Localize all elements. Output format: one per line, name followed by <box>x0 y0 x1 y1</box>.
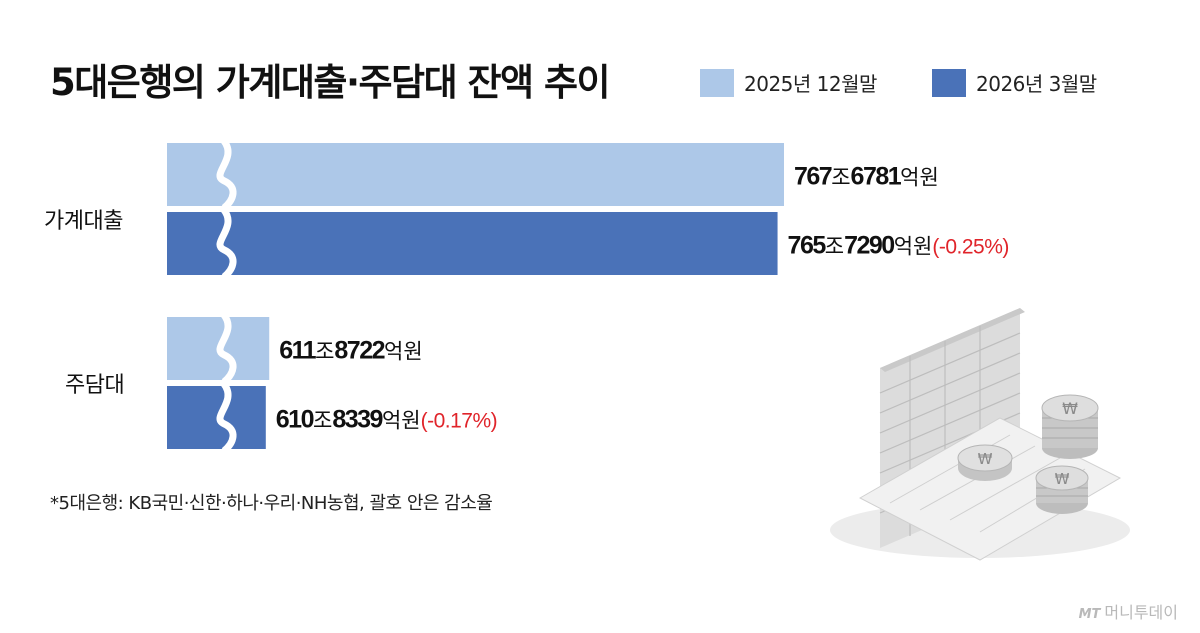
svg-text:₩: ₩ <box>978 450 993 468</box>
legend-swatch-dark <box>932 68 966 97</box>
axis-break-mark <box>216 207 237 280</box>
brand-mark: MT <box>1078 607 1101 622</box>
bar-household-2025 <box>167 143 784 206</box>
publisher-logo: MT 머니투데이 <box>1079 599 1178 623</box>
legend-label: 2025년 12월말 <box>744 72 877 96</box>
ledger-and-coins-illustration: ₩ ₩ ₩ <box>830 308 1130 561</box>
legend-item-2025: 2025년 12월말 <box>700 68 877 97</box>
footnote: *5대은행: KB국민·신한·하나·우리·NH농협, 괄호 안은 감소율 <box>50 493 493 514</box>
bar-household-2026 <box>167 212 778 275</box>
coin-stack-large: ₩ <box>1041 394 1099 459</box>
data-label: 611조8722억원 <box>279 337 422 365</box>
legend-item-2026: 2026년 3월말 <box>932 68 1097 97</box>
svg-text:₩: ₩ <box>1055 470 1070 488</box>
svg-text:₩: ₩ <box>1062 399 1078 418</box>
category-label-household-loans: 가계대출 <box>44 209 123 234</box>
data-label: 765조7290억원(-0.25%) <box>788 232 1009 260</box>
data-label: 767조6781억원 <box>794 163 939 191</box>
legend-swatch-light <box>700 68 734 97</box>
chart-title: 5대은행의 가계대출·주담대 잔액 추이 <box>50 61 611 104</box>
brand-name: 머니투데이 <box>1104 603 1178 622</box>
data-label: 610조8339억원(-0.17%) <box>276 406 497 434</box>
axis-break-mark <box>216 138 237 211</box>
legend-label: 2026년 3월말 <box>976 72 1097 96</box>
coin-single: ₩ <box>957 444 1013 481</box>
axis-break-mark <box>216 381 237 454</box>
category-label-mortgage: 주담대 <box>65 373 125 398</box>
coin-stack-small: ₩ <box>1035 465 1089 514</box>
axis-break-mark <box>216 312 237 385</box>
bar-mortgage-2026 <box>167 386 266 449</box>
